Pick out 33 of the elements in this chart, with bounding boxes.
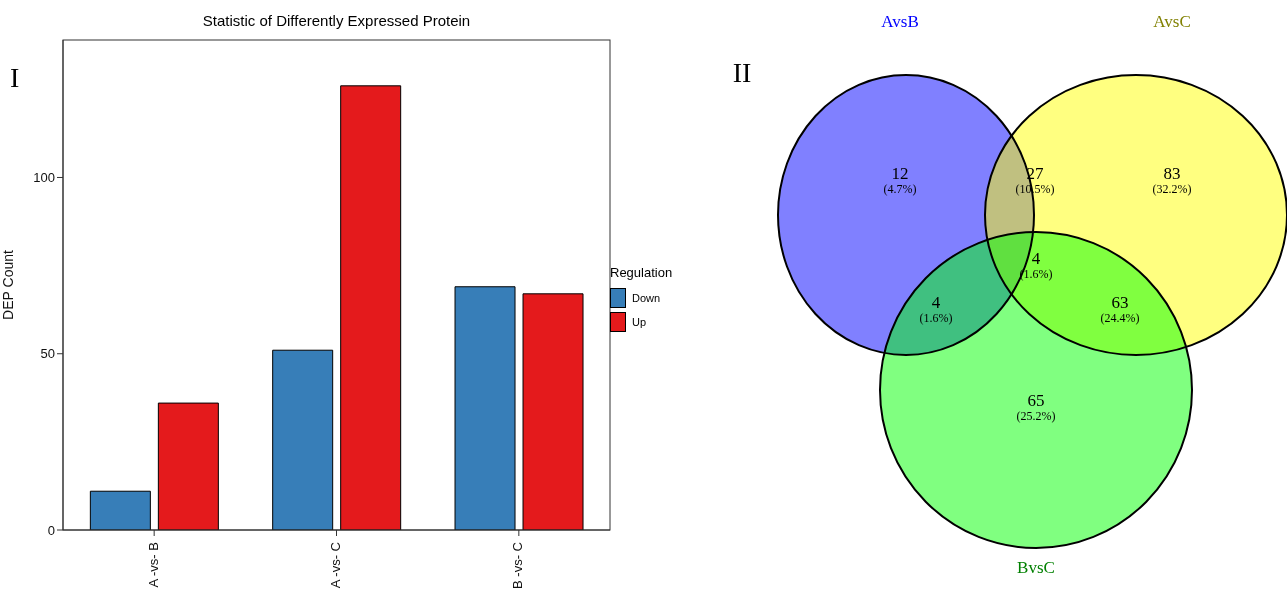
data-label: 12 <box>891 164 909 183</box>
data-label: 83 <box>1163 164 1181 183</box>
legend-label: Up <box>631 314 648 330</box>
bar <box>272 349 334 530</box>
bar <box>340 85 402 530</box>
x-tick-label: B -vs- C <box>510 542 526 589</box>
data-label: 63 <box>1111 293 1129 312</box>
y-tick-label: 50 <box>40 346 55 362</box>
text: I <box>10 62 20 94</box>
y-tick-label: 100 <box>33 170 55 186</box>
text: (32.2%) <box>1152 182 1192 196</box>
y-axis-title: DEP Count <box>0 250 16 320</box>
data-label: 4 <box>1031 249 1041 268</box>
chart-title: Statistic of Differently Expressed Protein <box>201 12 472 29</box>
bar <box>89 490 151 530</box>
legend-label: Down <box>631 290 662 306</box>
text: II <box>732 57 752 88</box>
text: AvsB <box>881 12 919 31</box>
text: AvsC <box>1153 12 1191 31</box>
bar <box>157 402 219 530</box>
bar <box>454 286 516 530</box>
text: (25.2%) <box>1016 409 1056 423</box>
text: (4.7%) <box>883 182 917 196</box>
text: (1.6%) <box>919 311 953 325</box>
text: BvsC <box>1017 558 1055 577</box>
y-tick-label: 0 <box>47 522 55 538</box>
bar <box>522 293 584 530</box>
data-label: 4 <box>931 293 941 312</box>
text: (24.4%) <box>1100 311 1140 325</box>
x-tick-label: A -vs- C <box>327 542 343 589</box>
data-label: 65 <box>1027 391 1045 410</box>
legend-title: Regulation <box>610 264 674 280</box>
x-tick-label: A -vs- B <box>145 542 161 588</box>
